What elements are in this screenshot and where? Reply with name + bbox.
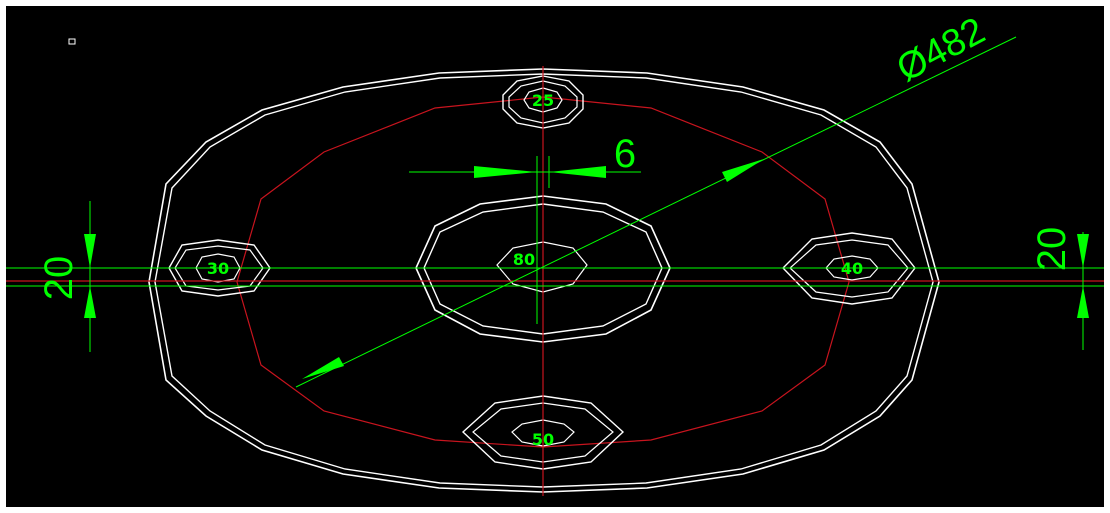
left-hole-inner (195, 253, 241, 283)
left-arrow-top (84, 234, 96, 268)
diameter-dimension (295, 36, 1017, 388)
right-arrow-top (1077, 234, 1089, 268)
right-height-dimension (1077, 232, 1089, 350)
left-hole-label: 30 (207, 259, 229, 278)
diameter-label: Ø482 (890, 10, 992, 91)
right-hole-outer (782, 232, 916, 305)
ucs-marker (68, 38, 76, 45)
gap-arrow-right (549, 166, 606, 178)
right-hole-mid (789, 239, 909, 298)
bottom-hole-label: 50 (532, 430, 554, 449)
right-height-label: 20 (1030, 227, 1074, 272)
gap-arrow-left (474, 166, 537, 178)
right-hole-label: 40 (841, 259, 863, 278)
cad-drawing-canvas: 25 30 40 50 80 Ø482 6 20 20 (6, 6, 1104, 507)
gap-label: 6 (614, 132, 636, 176)
flange-drawing: 25 30 40 50 80 Ø482 6 20 20 (6, 10, 1104, 496)
center-bore-label: 80 (513, 250, 535, 269)
diameter-arrow-upper (722, 159, 764, 182)
right-arrow-bottom (1077, 286, 1089, 318)
gap-dimension (409, 156, 641, 188)
top-hole-label: 25 (532, 91, 554, 110)
left-height-dimension (84, 201, 96, 352)
right-hole-inner (825, 255, 879, 281)
diameter-arrow-lower (302, 357, 344, 379)
left-height-label: 20 (37, 256, 81, 301)
left-arrow-bottom (84, 286, 96, 318)
left-hole-outer (168, 239, 271, 297)
left-hole-mid (174, 245, 264, 291)
